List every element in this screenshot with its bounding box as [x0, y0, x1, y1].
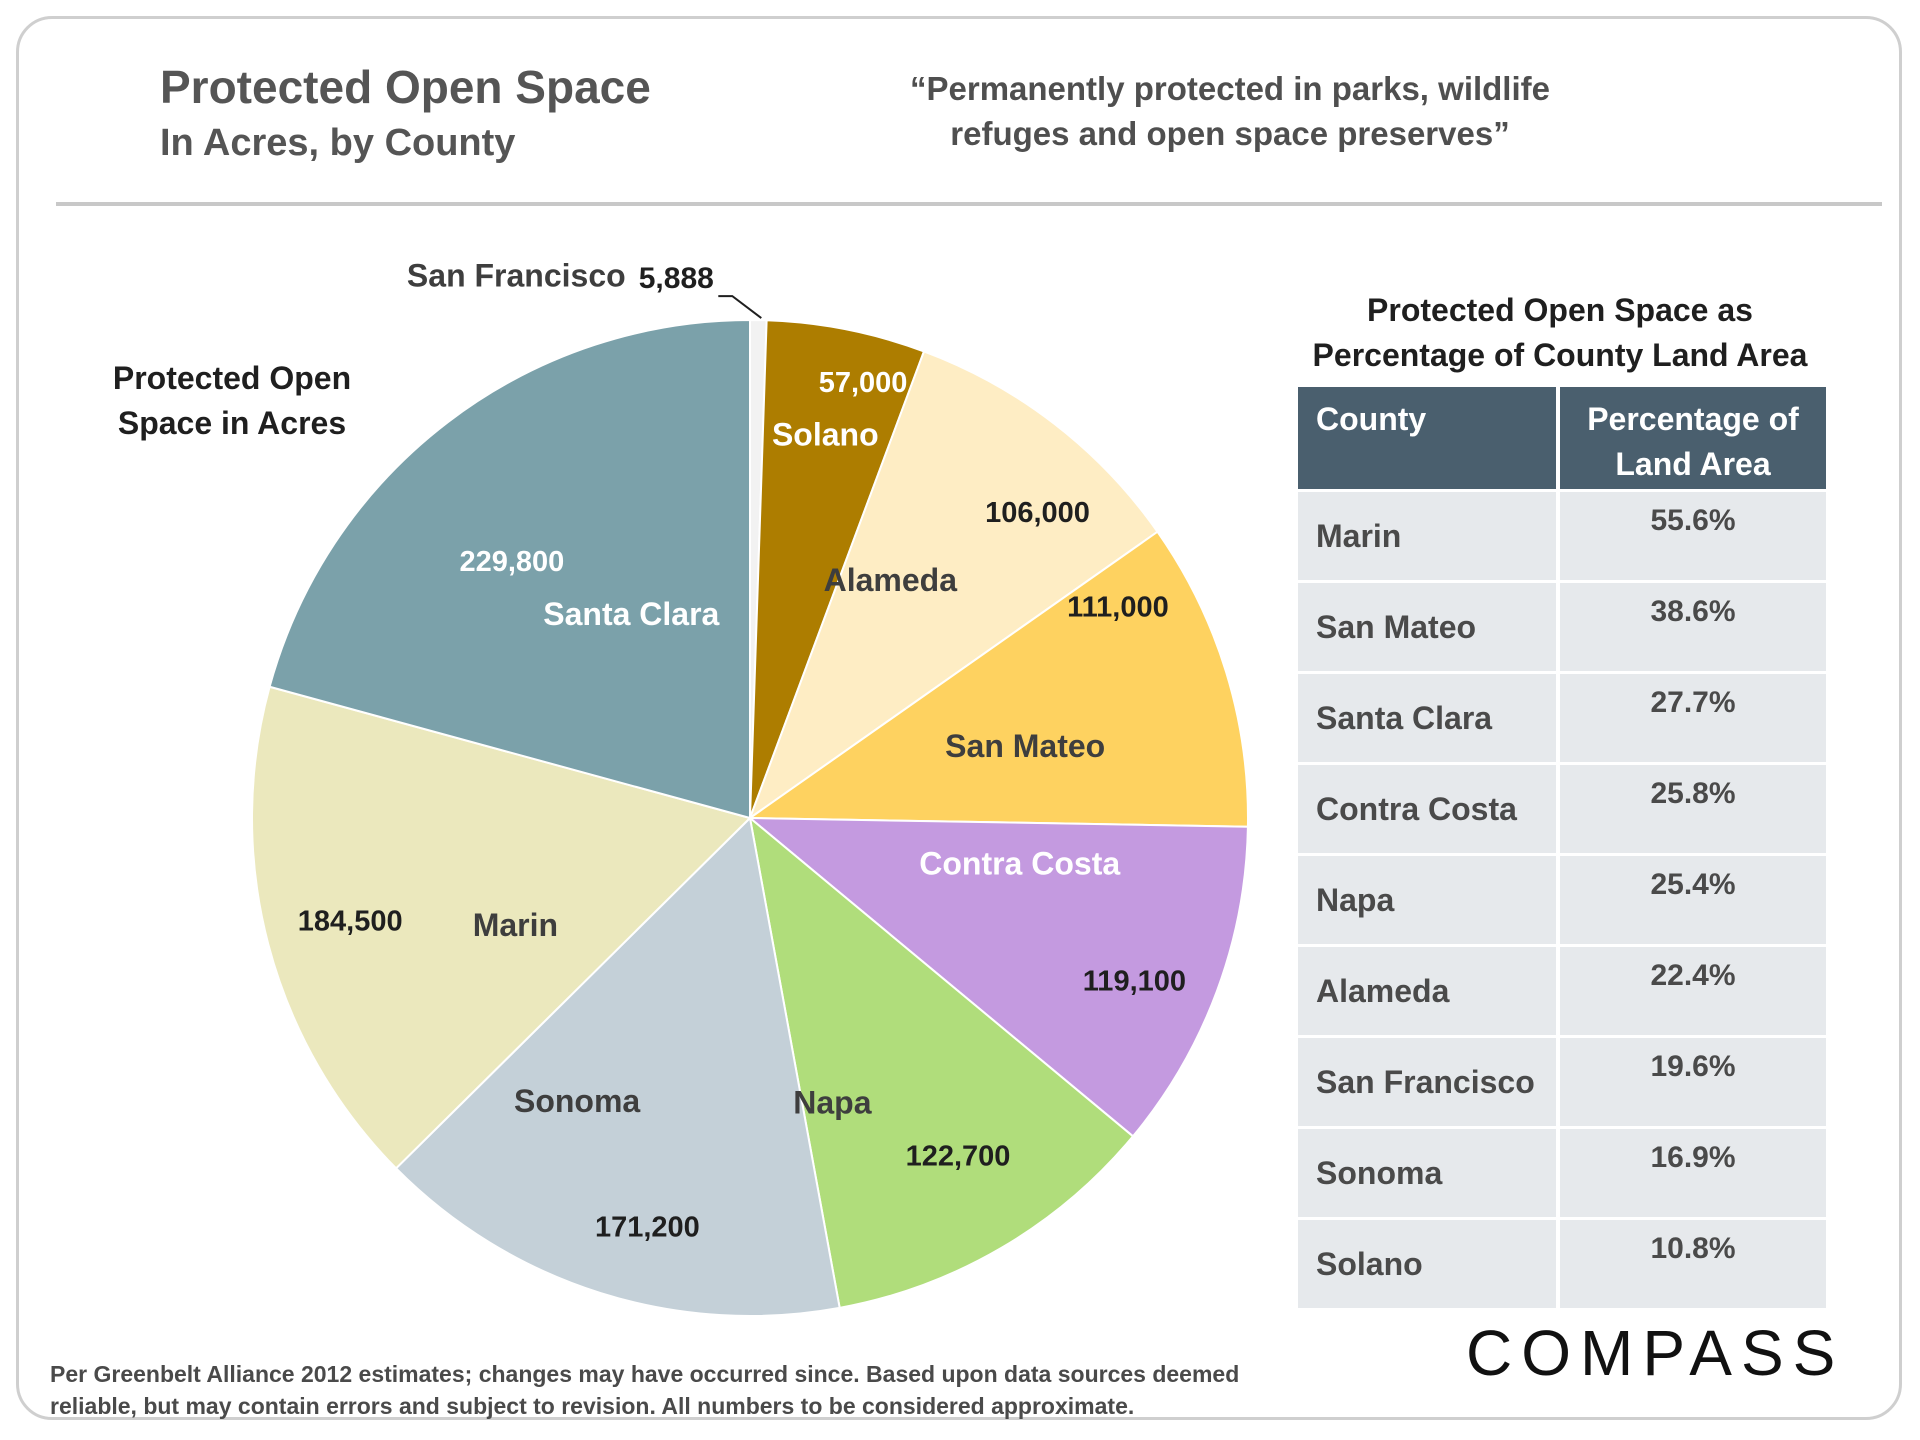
slice-name-santa-clara: Santa Clara: [543, 596, 719, 632]
county-cell: Marin: [1298, 492, 1560, 580]
chart-frame: [16, 16, 1902, 1420]
pie-slice-san-mateo: [746, 530, 1249, 828]
slice-value-sonoma: 171,200: [595, 1211, 700, 1243]
percentage-cell: 55.6%: [1560, 492, 1826, 580]
table-row: Alameda 22.4%: [1298, 947, 1826, 1035]
column-header-percentage: Percentage of Land Area: [1560, 387, 1826, 489]
page-subtitle: In Acres, by County: [160, 122, 516, 164]
pie-slice-marin: [251, 685, 752, 1170]
column-header-percentage-line-1: Percentage of: [1587, 401, 1799, 437]
slice-name-san-mateo: San Mateo: [945, 728, 1105, 764]
table-heading-line-1: Protected Open Space as: [1367, 292, 1753, 328]
county-cell: Contra Costa: [1298, 765, 1560, 853]
table-row: Contra Costa 25.8%: [1298, 765, 1826, 853]
county-cell: Santa Clara: [1298, 674, 1560, 762]
header-quote: “Permanently protected in parks, wildlif…: [840, 66, 1620, 156]
pie-heading: Protected Open Space in Acres: [92, 356, 372, 446]
header-divider: [56, 202, 1882, 206]
table-row: Marin 55.6%: [1298, 492, 1826, 580]
slice-value-marin: 184,500: [298, 906, 403, 938]
compass-logo: COMPASS: [1466, 1317, 1845, 1389]
slice-value-napa: 122,700: [906, 1140, 1011, 1172]
percentage-cell: 25.8%: [1560, 765, 1826, 853]
county-cell: Sonoma: [1298, 1129, 1560, 1217]
slice-value-alameda: 106,000: [985, 497, 1090, 529]
table-row: Napa 25.4%: [1298, 856, 1826, 944]
county-cell: San Mateo: [1298, 583, 1560, 671]
percentage-cell: 38.6%: [1560, 583, 1826, 671]
county-cell: Napa: [1298, 856, 1560, 944]
pie-slice-napa: [748, 815, 1135, 1310]
slice-name-contra-costa: Contra Costa: [919, 845, 1120, 881]
slice-value-solano: 57,000: [819, 367, 908, 399]
percentage-cell: 27.7%: [1560, 674, 1826, 762]
table-row: Santa Clara 27.7%: [1298, 674, 1826, 762]
percentage-cell: 25.4%: [1560, 856, 1826, 944]
county-cell: Alameda: [1298, 947, 1560, 1035]
slice-name-sonoma: Sonoma: [514, 1083, 640, 1119]
slice-value-santa-clara: 229,800: [459, 546, 564, 578]
slice-name-marin: Marin: [473, 907, 558, 943]
pie-chart: San Francisco 5,888 Solano 57,000 Alameda 106…: [251, 258, 1249, 1318]
quote-line-2: refuges and open space preserves”: [950, 115, 1510, 152]
table-row: Solano 10.8%: [1298, 1220, 1826, 1308]
table-heading-line-2: Percentage of County Land Area: [1312, 337, 1808, 373]
pie-slice-sonoma: [394, 815, 841, 1318]
pie-heading-line-1: Protected Open: [112, 360, 352, 396]
slice-name-solano: Solano: [772, 416, 879, 452]
slice-value-san-mateo: 111,000: [1067, 591, 1169, 623]
percentage-cell: 10.8%: [1560, 1220, 1826, 1308]
table-heading: Protected Open Space as Percentage of Co…: [1310, 288, 1810, 378]
pie-heading-line-2: Space in Acres: [117, 405, 347, 441]
county-cell: Solano: [1298, 1220, 1560, 1308]
slice-value-contra-costa: 119,100: [1083, 966, 1186, 998]
column-header-percentage-line-2: Land Area: [1615, 446, 1771, 482]
pie-slice-contra-costa: [747, 816, 1249, 1138]
footnote-line-2: reliable, but may contain errors and sub…: [50, 1393, 1135, 1419]
footnote: Per Greenbelt Alliance 2012 estimates; c…: [50, 1358, 1310, 1422]
pie-slice-santa-clara: [268, 318, 751, 820]
percentage-cell: 19.6%: [1560, 1038, 1826, 1126]
slice-name-san-francisco: San Francisco: [407, 258, 626, 294]
leader-line-san-francisco: [718, 295, 762, 319]
percentage-table: County Percentage of Land Area Marin 55.6…: [1298, 384, 1826, 1311]
footnote-line-1: Per Greenbelt Alliance 2012 estimates; c…: [50, 1361, 1240, 1387]
slice-name-alameda: Alameda: [824, 562, 958, 598]
percentage-cell: 22.4%: [1560, 947, 1826, 1035]
table-row: Sonoma 16.9%: [1298, 1129, 1826, 1217]
page-title: Protected Open Space: [160, 61, 651, 113]
pie-slice-alameda: [747, 350, 1159, 821]
pie-slice-solano: [749, 319, 926, 819]
table-row: San Francisco 19.6%: [1298, 1038, 1826, 1126]
slice-value-san-francisco: 5,888: [639, 262, 714, 295]
table-row: San Mateo 38.6%: [1298, 583, 1826, 671]
county-cell: San Francisco: [1298, 1038, 1560, 1126]
percentage-cell: 16.9%: [1560, 1129, 1826, 1217]
slice-name-napa: Napa: [793, 1085, 871, 1121]
column-header-county: County: [1298, 387, 1560, 489]
table-header-row: County Percentage of Land Area: [1298, 387, 1826, 489]
quote-line-1: “Permanently protected in parks, wildlif…: [909, 70, 1550, 107]
